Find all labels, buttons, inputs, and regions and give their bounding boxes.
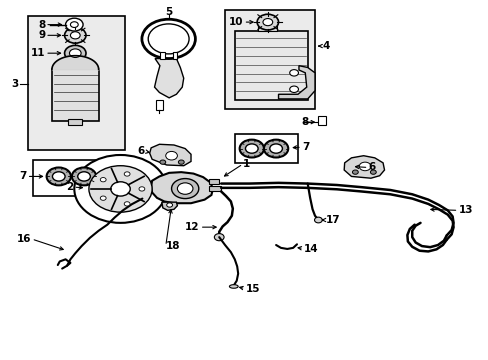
Circle shape [264,140,287,157]
Bar [160,52,164,59]
Bar [208,179,218,184]
Bar [234,134,297,163]
Circle shape [52,172,65,181]
Text: 15: 15 [245,284,260,294]
Text: 16: 16 [17,234,31,244]
Circle shape [64,27,86,43]
Circle shape [124,202,130,206]
Circle shape [171,179,199,199]
Bar [234,31,307,100]
Text: 4: 4 [322,41,329,51]
Text: 7: 7 [301,142,308,152]
Text: 7: 7 [19,171,27,181]
Circle shape [111,182,130,196]
Circle shape [214,234,224,241]
Text: 8: 8 [38,19,45,30]
Circle shape [166,203,172,207]
Circle shape [70,32,80,39]
Text: 5: 5 [164,7,172,17]
Text: 6: 6 [137,147,144,157]
Text: 6: 6 [368,162,375,172]
Circle shape [78,172,90,181]
Polygon shape [151,172,212,203]
Circle shape [314,217,322,223]
Circle shape [46,167,71,185]
Text: 8: 8 [301,117,308,127]
Circle shape [359,162,370,171]
Circle shape [269,144,282,153]
Ellipse shape [229,285,238,288]
Circle shape [124,172,130,176]
Polygon shape [344,156,384,178]
Text: 14: 14 [303,244,318,253]
Bar [208,186,221,192]
Circle shape [352,170,358,174]
Circle shape [100,177,106,182]
Text: 11: 11 [31,48,45,58]
Circle shape [70,22,78,27]
Circle shape [257,14,278,30]
Bar [33,160,111,196]
Circle shape [64,45,86,61]
Circle shape [245,144,258,153]
Circle shape [289,69,298,76]
Circle shape [239,140,264,157]
Circle shape [100,196,106,200]
Text: 12: 12 [185,222,200,232]
Circle shape [263,18,272,26]
Circle shape [160,160,165,164]
Bar [68,119,82,125]
Bar [172,52,177,59]
Circle shape [177,183,193,194]
Text: 17: 17 [325,215,340,225]
Bar [258,23,276,31]
Circle shape [139,187,144,191]
Text: 10: 10 [228,17,243,27]
Polygon shape [162,202,177,210]
Text: 13: 13 [458,205,472,215]
Polygon shape [278,66,314,99]
Bar [224,10,314,109]
Bar [318,116,325,125]
Text: 9: 9 [38,30,45,40]
Bar [52,69,99,121]
Polygon shape [149,144,191,166]
Circle shape [89,166,152,212]
Circle shape [289,86,298,93]
Circle shape [69,49,81,58]
Circle shape [74,155,166,223]
Text: 3: 3 [11,78,19,89]
Text: 2: 2 [66,182,73,192]
Text: 18: 18 [165,241,180,251]
Text: 1: 1 [243,159,250,169]
Circle shape [165,152,177,160]
Circle shape [72,167,96,185]
Bar [156,100,163,111]
Circle shape [65,18,83,31]
Polygon shape [154,59,183,98]
Circle shape [370,170,375,174]
Bar [28,16,125,150]
Polygon shape [141,178,158,202]
Circle shape [178,160,184,164]
